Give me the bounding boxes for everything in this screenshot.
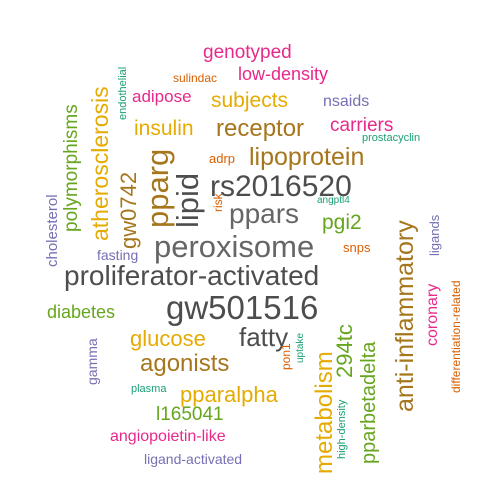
word-angiopoietin-like: angiopoietin-like: [110, 428, 226, 445]
word-pgi2: pgi2: [322, 211, 362, 234]
word-receptor: receptor: [216, 115, 305, 142]
word-prostacyclin: prostacyclin: [362, 132, 421, 144]
word-insulin: insulin: [134, 117, 194, 140]
word-carriers: carriers: [330, 115, 394, 136]
word-pparalpha: pparalpha: [180, 382, 278, 407]
word-adipose: adipose: [132, 87, 192, 106]
word-diabetes: diabetes: [47, 302, 116, 322]
word-glucose: glucose: [130, 326, 206, 351]
word-l165041: l165041: [156, 404, 224, 425]
word-snps: snps: [343, 240, 371, 255]
word-coronary: coronary: [424, 283, 441, 346]
word-ligand-activated: ligand-activated: [144, 451, 243, 467]
word-uptake: uptake: [295, 332, 306, 363]
word-polymorphisms: polymorphisms: [61, 104, 82, 232]
word-ligands: ligands: [427, 214, 442, 256]
word-sulindac: sulindac: [173, 71, 218, 85]
word-pparbetadelta: pparbetadelta: [358, 341, 380, 464]
word-pon1: pon1: [279, 343, 293, 370]
word-294tc: 294tc: [332, 324, 357, 378]
word-fatty: fatty: [239, 322, 289, 352]
word-gw501516: gw501516: [166, 289, 319, 326]
word-peroxisome: peroxisome: [154, 229, 315, 264]
word-nsaids: nsaids: [323, 93, 370, 110]
word-differentiation-related: differentiation-related: [449, 280, 463, 393]
word-fasting: fasting: [97, 247, 139, 263]
word-rs2016520: rs2016520: [210, 170, 352, 203]
word-angptl4: angptl4: [317, 195, 350, 206]
word-agonists: agonists: [140, 350, 230, 377]
word-lipid: lipid: [170, 172, 205, 228]
word-genotyped: genotyped: [203, 42, 292, 63]
word-gamma: gamma: [84, 338, 100, 385]
word-low-density: low-density: [238, 64, 329, 84]
word-plasma: plasma: [131, 383, 167, 395]
word-high-density: high-density: [336, 399, 348, 459]
word-anti-inflammatory: anti-inflammatory: [391, 220, 419, 412]
word-atherosclerosis: atherosclerosis: [87, 86, 113, 241]
word-ppars: ppars: [229, 198, 300, 229]
word-lipoprotein: lipoprotein: [249, 143, 365, 171]
word-risk: risk: [211, 193, 225, 212]
word-proliferator-activated: proliferator-activated: [64, 260, 320, 291]
word-cholesterol: cholesterol: [44, 194, 61, 267]
word-gw0742: gw0742: [116, 171, 141, 249]
word-subjects: subjects: [211, 89, 289, 112]
word-endothelial: endothelial: [117, 66, 129, 120]
word-adrp: adrp: [209, 151, 236, 166]
word-pparg: pparg: [140, 148, 175, 228]
